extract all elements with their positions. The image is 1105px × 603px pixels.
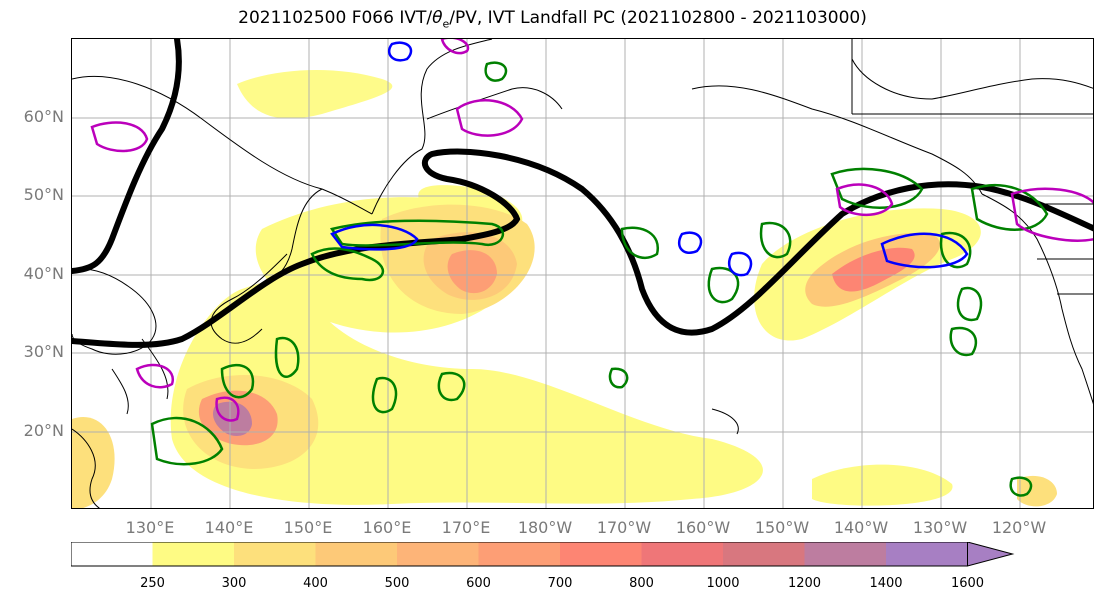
lon-label: 150°E bbox=[283, 518, 333, 537]
theta-e-contour bbox=[72, 148, 1093, 348]
lon-label: 160°E bbox=[362, 518, 412, 537]
lon-label: 140°W bbox=[833, 518, 889, 537]
colorbar-tick-label: 600 bbox=[466, 576, 491, 591]
colorbar-tick-label: 800 bbox=[629, 576, 654, 591]
lat-label: 50°N bbox=[23, 185, 64, 204]
lon-label: 160°W bbox=[675, 518, 731, 537]
colorbar-box bbox=[560, 542, 642, 566]
lon-label: 150°W bbox=[754, 518, 810, 537]
lon-label: 130°E bbox=[125, 518, 175, 537]
theta-e-contour-2 bbox=[72, 39, 182, 274]
colorbar-tick-label: 700 bbox=[547, 576, 573, 591]
ivt-landfall-contours bbox=[330, 41, 969, 277]
title-suffix: /PV, IVT Landfall PC (2021102800 - 20211… bbox=[449, 8, 867, 28]
colorbar-boxes bbox=[71, 542, 1015, 567]
colorbar-tick-label: 1400 bbox=[869, 576, 903, 591]
title-theta: θ bbox=[432, 8, 443, 28]
lat-label: 30°N bbox=[23, 342, 64, 361]
lat-label: 60°N bbox=[23, 106, 64, 126]
map-panel bbox=[71, 38, 1094, 509]
colorbar-tick-label: 1600 bbox=[950, 576, 985, 591]
colorbar-box bbox=[641, 542, 724, 566]
colorbar-box bbox=[723, 542, 805, 566]
lon-label: 170°W bbox=[596, 518, 652, 537]
lat-label: 20°N bbox=[23, 420, 64, 440]
title-sub: e bbox=[442, 17, 450, 31]
colorbar-box bbox=[478, 542, 561, 566]
colorbar-box bbox=[315, 542, 398, 566]
colorbar-box bbox=[234, 542, 316, 566]
colorbar-box bbox=[804, 542, 887, 566]
lon-label: 170°E bbox=[441, 518, 491, 537]
colorbar-box bbox=[886, 542, 968, 566]
colorbar-box bbox=[152, 542, 235, 566]
lon-label: 140°E bbox=[204, 518, 254, 537]
colorbar-tick-label: 1200 bbox=[787, 576, 822, 591]
lon-label: 130°W bbox=[912, 518, 968, 537]
chart-title: 2021102500 F066 IVT/θe/PV, IVT Landfall … bbox=[0, 8, 1105, 30]
colorbar bbox=[71, 542, 1015, 567]
map-canvas bbox=[72, 39, 1093, 508]
title-prefix: 2021102500 F066 IVT/ bbox=[238, 8, 433, 28]
colorbar-tick-label: 400 bbox=[303, 576, 328, 591]
coastlines bbox=[72, 39, 1093, 508]
colorbar-box bbox=[397, 542, 479, 566]
colorbar-box bbox=[71, 542, 153, 566]
colorbar-tick-label: 1000 bbox=[706, 576, 740, 591]
colorbar-tick-label: 300 bbox=[221, 576, 247, 591]
lon-label: 180°W bbox=[517, 518, 573, 537]
colorbar-tick-label: 500 bbox=[384, 576, 410, 591]
pv-contours bbox=[150, 61, 1049, 497]
aux-contours bbox=[90, 39, 1093, 422]
lon-label: 120°W bbox=[991, 518, 1047, 537]
lat-label: 40°N bbox=[23, 263, 64, 283]
colorbar-outline bbox=[71, 542, 968, 567]
colorbar-extend-arrow bbox=[967, 542, 1015, 567]
gridlines bbox=[72, 39, 1093, 508]
colorbar-tick-label: 250 bbox=[140, 576, 165, 591]
